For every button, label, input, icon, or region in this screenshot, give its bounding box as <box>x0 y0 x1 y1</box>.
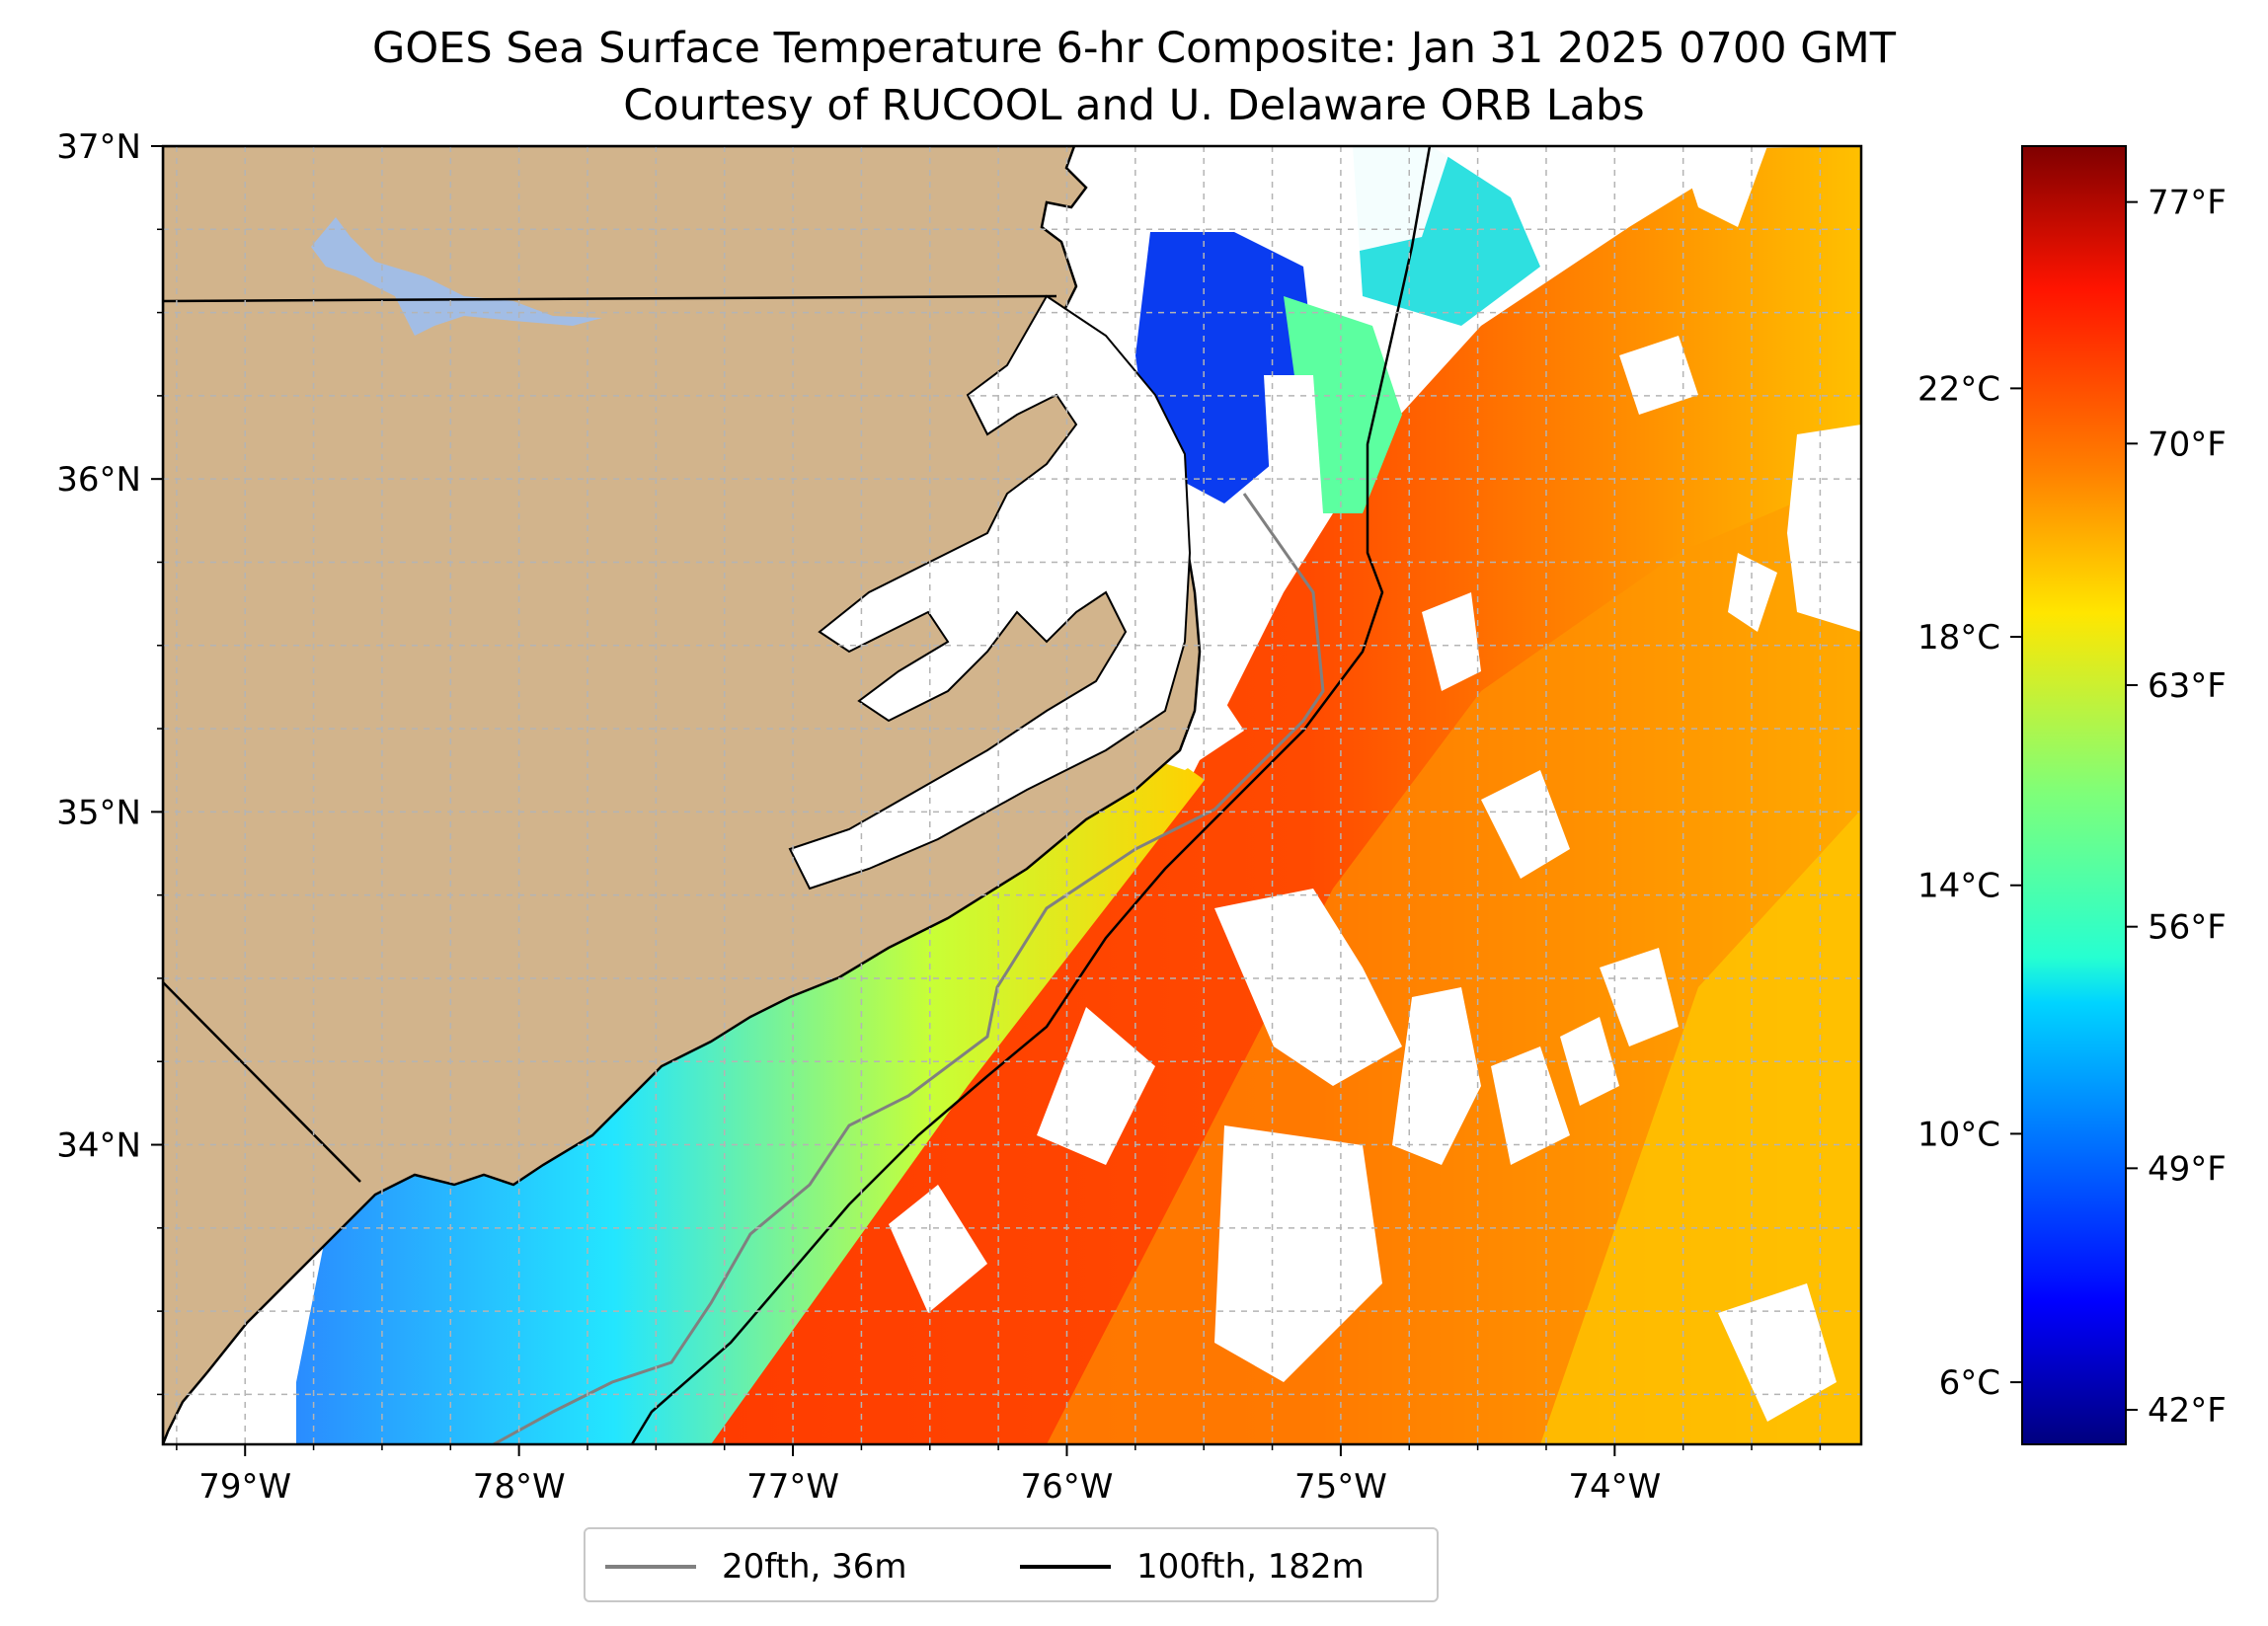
legend-item-100fth: 100fth, 182m <box>1020 1529 1365 1604</box>
isobath-100fth-line <box>630 146 1432 1444</box>
land-north-carolina <box>163 146 1202 1444</box>
kerr-lake <box>311 217 602 336</box>
legend-label-100fth: 100fth, 182m <box>1136 1547 1365 1587</box>
fahrenheit-tick-label: 56°F <box>2148 908 2227 948</box>
legend-label-20fth: 20fth, 36m <box>722 1547 907 1587</box>
colorbar-fahrenheit-ticks: 42°F 49°F 56°F 63°F 70°F 77°F <box>2126 184 2227 1431</box>
lat-tick-label: 34°N <box>56 1126 141 1166</box>
lon-tick-label: 78°W <box>473 1467 566 1507</box>
fahrenheit-tick-label: 63°F <box>2148 666 2227 706</box>
map-frame <box>161 144 1863 1446</box>
map-gridlines <box>163 146 1861 1444</box>
nc-va-border <box>163 294 1057 303</box>
nc-sc-border <box>163 981 361 1183</box>
celsius-tick-label: 14°C <box>1917 867 2000 906</box>
fahrenheit-tick-label: 70°F <box>2148 425 2227 464</box>
lon-tick-label: 75°W <box>1294 1467 1387 1507</box>
legend-item-20fth: 20fth, 36m <box>605 1529 907 1604</box>
longitude-ticks: 79°W 78°W 77°W 76°W 75°W 74°W <box>176 1444 1822 1507</box>
isobath-legend: 20fth, 36m 100fth, 182m <box>584 1527 1439 1602</box>
fahrenheit-tick-label: 49°F <box>2148 1149 2227 1189</box>
lon-tick-label: 79°W <box>198 1467 291 1507</box>
offshore-yellow-band <box>1540 810 1861 1444</box>
fahrenheit-tick-label: 42°F <box>2148 1391 2227 1431</box>
black-line-swatch-icon <box>1020 1565 1111 1569</box>
celsius-tick-label: 22°C <box>1917 369 2000 409</box>
map-area <box>163 146 1861 1444</box>
map-title-line-1: GOES Sea Surface Temperature 6-hr Compos… <box>372 24 1896 73</box>
lon-tick-label: 74°W <box>1568 1467 1661 1507</box>
celsius-tick-label: 6°C <box>1939 1363 2000 1403</box>
lat-tick-label: 35°N <box>56 793 141 832</box>
albemarle-pamlico-sound <box>788 294 1192 890</box>
lon-tick-label: 76°W <box>1021 1467 1114 1507</box>
latitude-ticks: 37°N 36°N 35°N 34°N <box>56 127 163 1396</box>
celsius-tick-label: 18°C <box>1917 618 2000 658</box>
fahrenheit-tick-label: 77°F <box>2148 184 2227 223</box>
map-title-line-2: Courtesy of RUCOOL and U. Delaware ORB L… <box>623 81 1645 130</box>
gray-line-swatch-icon <box>605 1565 696 1569</box>
colorbar-celsius-ticks: 6°C 10°C 14°C 18°C 22°C <box>1917 369 2022 1403</box>
isobath-20fth-line <box>493 493 1325 1444</box>
colorbar <box>2021 145 2127 1445</box>
lon-tick-label: 77°W <box>746 1467 839 1507</box>
lat-tick-label: 36°N <box>56 460 141 500</box>
celsius-tick-label: 10°C <box>1917 1115 2000 1154</box>
lat-tick-label: 37°N <box>56 127 141 167</box>
